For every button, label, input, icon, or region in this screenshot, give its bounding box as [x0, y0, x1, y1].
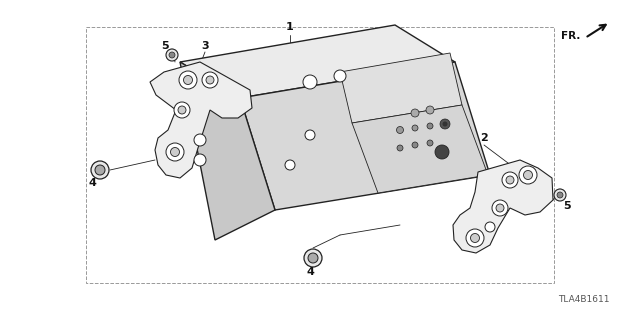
Circle shape [397, 126, 403, 133]
Circle shape [169, 52, 175, 58]
Circle shape [470, 234, 479, 243]
Circle shape [305, 130, 315, 140]
Bar [86, 27, 554, 283]
Circle shape [485, 222, 495, 232]
Circle shape [412, 142, 418, 148]
Circle shape [506, 176, 514, 184]
Circle shape [95, 165, 105, 175]
Text: 1: 1 [286, 22, 294, 32]
Circle shape [194, 154, 206, 166]
Polygon shape [352, 105, 488, 193]
Text: TLA4B1611: TLA4B1611 [559, 295, 610, 305]
Circle shape [442, 122, 447, 126]
Text: 4: 4 [306, 267, 314, 277]
Circle shape [304, 249, 322, 267]
Circle shape [496, 204, 504, 212]
Circle shape [502, 172, 518, 188]
Circle shape [435, 145, 449, 159]
Circle shape [426, 106, 434, 114]
Text: 5: 5 [563, 201, 571, 211]
Circle shape [308, 253, 318, 263]
Circle shape [91, 161, 109, 179]
Circle shape [178, 106, 186, 114]
Text: FR.: FR. [561, 31, 580, 41]
Circle shape [554, 189, 566, 201]
Circle shape [202, 72, 218, 88]
Circle shape [285, 160, 295, 170]
Polygon shape [240, 62, 490, 210]
Circle shape [524, 171, 532, 180]
Circle shape [427, 140, 433, 146]
Circle shape [184, 76, 193, 84]
Text: 5: 5 [161, 41, 169, 51]
Circle shape [206, 76, 214, 84]
Circle shape [397, 145, 403, 151]
Circle shape [334, 70, 346, 82]
Circle shape [194, 134, 206, 146]
Circle shape [519, 166, 537, 184]
Circle shape [170, 148, 179, 156]
Text: 2: 2 [480, 133, 488, 143]
Circle shape [492, 200, 508, 216]
Circle shape [174, 102, 190, 118]
Circle shape [411, 109, 419, 117]
Polygon shape [453, 160, 553, 253]
Polygon shape [150, 62, 252, 178]
Circle shape [303, 75, 317, 89]
Polygon shape [180, 25, 455, 98]
Circle shape [412, 125, 418, 131]
Polygon shape [340, 53, 462, 123]
Circle shape [179, 71, 197, 89]
Circle shape [166, 49, 178, 61]
Circle shape [557, 192, 563, 198]
Polygon shape [180, 62, 275, 240]
Circle shape [166, 143, 184, 161]
Circle shape [466, 229, 484, 247]
Text: 3: 3 [201, 41, 209, 51]
Circle shape [440, 119, 450, 129]
Circle shape [427, 123, 433, 129]
Text: 4: 4 [88, 178, 96, 188]
